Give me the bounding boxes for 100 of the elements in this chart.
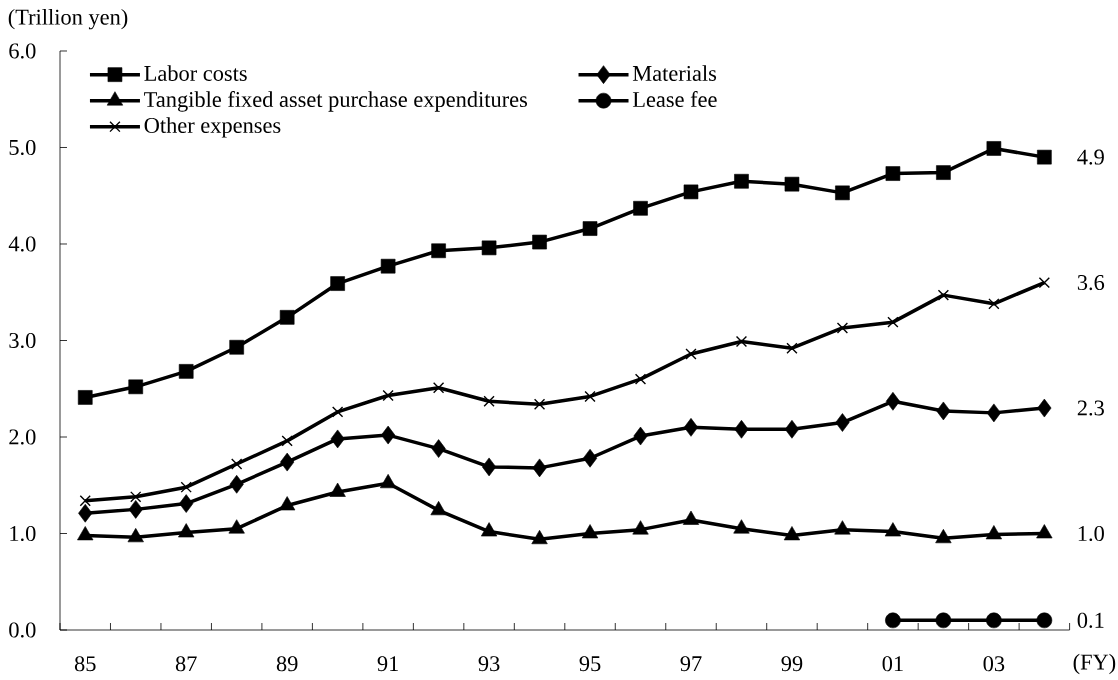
point — [1036, 524, 1053, 539]
point — [581, 524, 599, 539]
point — [483, 395, 495, 407]
point — [532, 458, 547, 478]
point — [128, 379, 144, 395]
legend-label: Materials — [632, 65, 717, 81]
legend-label: Tangible fixed asset purchase expenditures — [144, 91, 528, 112]
y-tick-label: 0.0 — [9, 622, 36, 638]
point — [685, 348, 697, 360]
point — [79, 495, 91, 507]
point — [885, 391, 900, 411]
point — [380, 258, 396, 274]
data-label: 2.3 — [1077, 400, 1104, 416]
legend-label: Lease fee — [632, 91, 717, 108]
point — [432, 382, 445, 394]
x-tick-label: 97 — [680, 656, 702, 672]
point — [78, 503, 93, 523]
legend-label: Other expenses — [144, 117, 281, 138]
point — [431, 439, 446, 458]
point — [178, 523, 195, 538]
point — [481, 240, 497, 256]
point — [279, 310, 295, 325]
point — [834, 520, 851, 535]
legend-label: Labor costs — [144, 65, 247, 81]
data-label: 1.0 — [1078, 525, 1104, 542]
point — [279, 496, 296, 511]
point — [584, 390, 596, 403]
y-tick-label: 4.0 — [8, 236, 36, 252]
data-label: 0.1 — [1077, 612, 1104, 628]
point — [179, 494, 194, 513]
point — [633, 200, 648, 216]
point — [532, 234, 547, 250]
point — [329, 482, 346, 497]
y-tick-label: 2.0 — [9, 429, 36, 445]
point — [937, 289, 950, 301]
point — [683, 418, 699, 437]
point — [533, 398, 546, 410]
point — [582, 448, 598, 468]
x-axis-title: (FY) — [1073, 653, 1116, 675]
point — [582, 221, 598, 236]
point — [531, 529, 548, 545]
point — [885, 166, 901, 181]
point — [127, 528, 144, 543]
point — [936, 401, 951, 421]
point — [734, 419, 749, 439]
point — [1037, 398, 1052, 418]
point — [682, 510, 700, 525]
point — [784, 176, 800, 192]
point — [331, 406, 344, 418]
data-label: 4.9 — [1077, 149, 1104, 165]
point — [280, 452, 295, 472]
x-tick-label: 85 — [74, 656, 96, 672]
point — [634, 373, 647, 385]
point — [885, 612, 901, 629]
point — [986, 612, 1002, 629]
point — [683, 184, 699, 200]
point — [935, 612, 952, 629]
point — [986, 141, 1002, 156]
point — [734, 173, 749, 189]
point — [330, 276, 345, 291]
point — [178, 364, 194, 379]
point — [229, 474, 244, 494]
point — [430, 501, 447, 516]
y-axis-title: (Trillion yen) — [8, 8, 128, 30]
point — [77, 526, 94, 541]
point — [835, 413, 850, 432]
point — [985, 525, 1002, 540]
point — [228, 519, 245, 534]
x-tick-label: 89 — [276, 656, 298, 672]
point — [735, 335, 748, 348]
point — [330, 429, 345, 449]
x-tick-label: 01 — [882, 656, 903, 672]
x-tick-label: 99 — [781, 656, 803, 672]
point — [986, 403, 1001, 423]
y-tick-label: 6.0 — [9, 43, 36, 59]
data-label: 3.6 — [1077, 275, 1105, 291]
point — [884, 522, 902, 537]
x-tick-label: 95 — [579, 656, 601, 672]
point — [381, 425, 396, 445]
y-tick-label: 1.0 — [10, 525, 36, 542]
y-tick-label: 3.0 — [9, 332, 36, 349]
point — [935, 529, 952, 544]
x-tick-label: 93 — [478, 656, 500, 672]
point — [632, 520, 649, 535]
point — [77, 390, 93, 405]
point — [936, 165, 951, 180]
point — [633, 426, 648, 446]
point — [180, 481, 192, 493]
x-tick-label: 91 — [377, 656, 398, 672]
point — [431, 243, 446, 259]
x-tick-label: 03 — [983, 656, 1005, 672]
point — [1036, 612, 1053, 629]
y-tick-label: 5.0 — [9, 139, 36, 156]
point — [1037, 149, 1052, 165]
point — [281, 435, 293, 447]
point — [480, 522, 498, 537]
point — [836, 322, 849, 334]
point — [783, 526, 801, 541]
x-tick-label: 87 — [175, 656, 197, 672]
point — [380, 474, 397, 489]
